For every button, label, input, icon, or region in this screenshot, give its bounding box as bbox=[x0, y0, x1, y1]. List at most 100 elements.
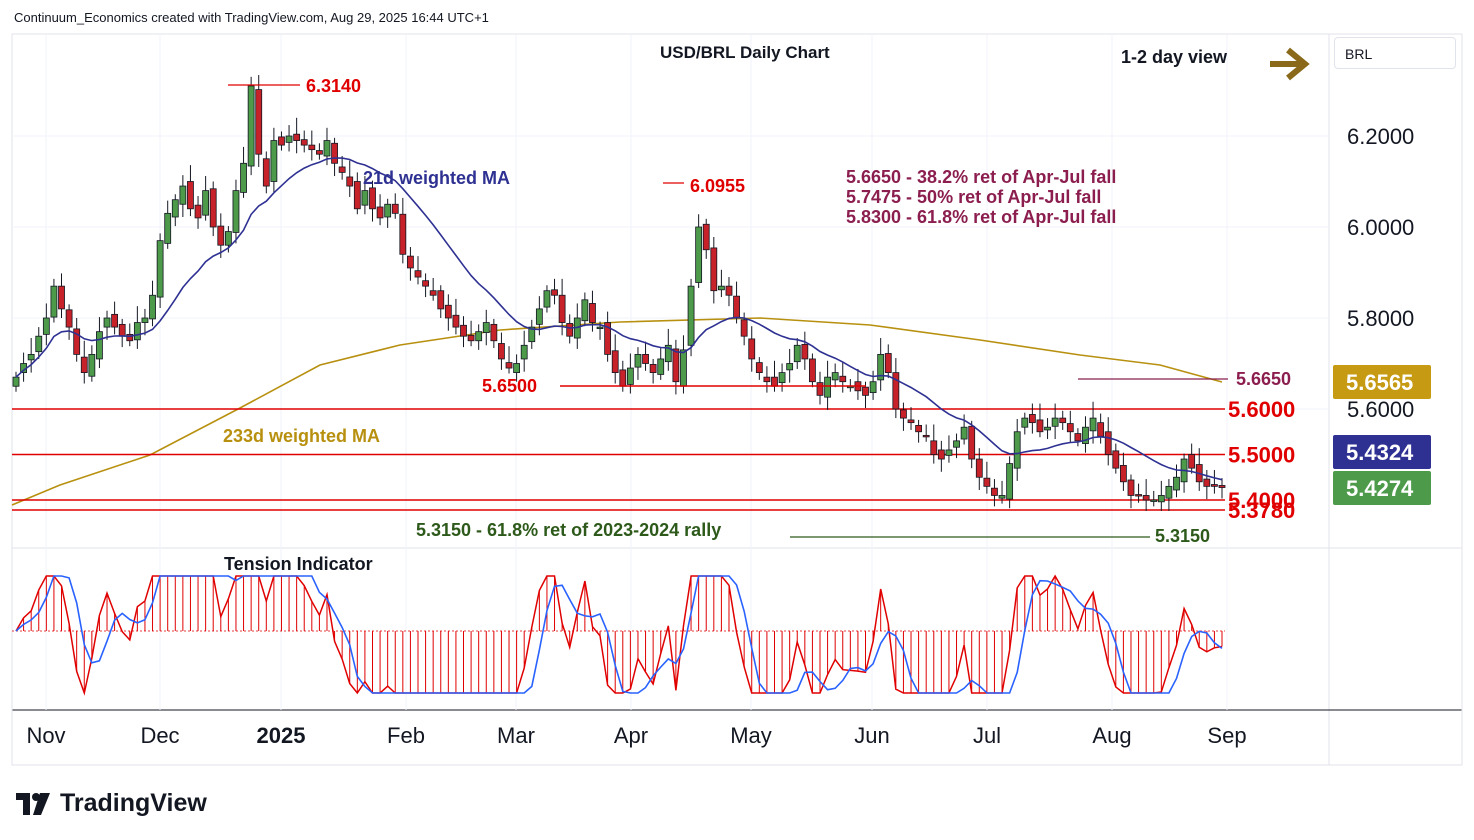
ma233-label: 233d weighted MA bbox=[223, 426, 380, 446]
candle bbox=[877, 353, 885, 381]
candle bbox=[748, 338, 756, 360]
candle bbox=[733, 295, 740, 319]
candle bbox=[710, 247, 718, 292]
candle bbox=[900, 409, 907, 419]
candle bbox=[740, 319, 748, 337]
candle bbox=[551, 289, 558, 296]
ret-level-2: 5.7475 - 50% ret of Apr-Jul fall bbox=[846, 187, 1101, 207]
candle bbox=[922, 434, 930, 438]
candle bbox=[1028, 414, 1036, 424]
candle bbox=[270, 140, 278, 182]
ret-level-3: 5.8300 - 61.8% ret of Apr-Jul fall bbox=[846, 207, 1116, 227]
candle bbox=[414, 270, 422, 278]
view-label: 1-2 day view bbox=[1121, 47, 1228, 67]
chart-title: USD/BRL Daily Chart bbox=[660, 43, 830, 62]
candle bbox=[680, 349, 687, 387]
level-5315-label: 5.3150 bbox=[1155, 526, 1210, 546]
candle bbox=[983, 477, 991, 487]
candle bbox=[391, 203, 399, 214]
candle bbox=[187, 181, 194, 210]
price-tags: 5.6565 5.4324 5.4274 bbox=[1333, 365, 1431, 505]
candle bbox=[1173, 476, 1180, 491]
candle bbox=[156, 240, 164, 298]
candle bbox=[991, 487, 998, 496]
candle bbox=[695, 226, 703, 283]
candle bbox=[1211, 484, 1218, 487]
candle bbox=[915, 424, 923, 433]
high-6314-label: 6.3140 bbox=[306, 76, 361, 96]
x-tick-label: Feb bbox=[387, 723, 425, 748]
candle bbox=[535, 308, 543, 325]
right-arrow-icon bbox=[1270, 47, 1310, 81]
candle bbox=[80, 356, 88, 374]
candle bbox=[626, 367, 634, 385]
candle bbox=[209, 188, 217, 228]
candle bbox=[490, 323, 498, 342]
brand-name: TradingView bbox=[60, 789, 207, 817]
level-565-label: 5.6500 bbox=[482, 376, 537, 396]
candle bbox=[717, 285, 725, 291]
chart-frame bbox=[11, 33, 1463, 766]
candle bbox=[998, 495, 1006, 499]
candle bbox=[202, 190, 210, 216]
candle bbox=[634, 353, 642, 368]
candle bbox=[581, 299, 589, 322]
candle bbox=[1188, 454, 1196, 469]
candle bbox=[801, 343, 809, 360]
candle bbox=[331, 142, 338, 164]
tradingview-icon bbox=[16, 792, 52, 815]
candle bbox=[12, 376, 20, 387]
x-tick-label: May bbox=[730, 723, 772, 748]
symbol-selector[interactable]: BRL bbox=[1334, 37, 1456, 69]
x-tick-label: Mar bbox=[497, 723, 535, 748]
ma233-line bbox=[11, 317, 1223, 506]
level-label: 5.6000 bbox=[1228, 397, 1295, 422]
candle bbox=[346, 176, 354, 187]
candle bbox=[247, 85, 255, 167]
level-label: 5.5000 bbox=[1228, 443, 1295, 468]
ma21-line bbox=[15, 157, 1223, 481]
candle bbox=[1203, 478, 1211, 487]
candle bbox=[224, 231, 232, 246]
candle bbox=[657, 358, 665, 375]
candle bbox=[1006, 463, 1014, 500]
candle bbox=[437, 290, 445, 310]
y-tick-label: 5.8000 bbox=[1347, 306, 1414, 331]
candle bbox=[778, 372, 786, 384]
candle bbox=[687, 285, 695, 346]
candle bbox=[930, 440, 938, 455]
candle bbox=[528, 326, 536, 343]
candle bbox=[118, 323, 126, 337]
candle bbox=[42, 317, 50, 335]
candle bbox=[262, 158, 270, 187]
candle bbox=[937, 449, 945, 460]
candle bbox=[300, 139, 308, 146]
price-tag bbox=[1333, 435, 1431, 469]
y-tick-label: 5.6000 bbox=[1347, 397, 1414, 422]
candle bbox=[672, 348, 680, 383]
candle bbox=[839, 375, 847, 383]
tension-signal-line bbox=[15, 575, 1223, 694]
candle bbox=[475, 331, 483, 342]
x-tick-label: Aug bbox=[1092, 723, 1131, 748]
candle bbox=[278, 136, 285, 146]
candle bbox=[642, 353, 649, 364]
candle bbox=[1127, 479, 1135, 496]
candle bbox=[1165, 485, 1173, 499]
ma21-path bbox=[15, 157, 1223, 481]
candle bbox=[566, 323, 574, 337]
candle bbox=[285, 135, 293, 143]
candle bbox=[1044, 426, 1051, 431]
candle bbox=[702, 223, 710, 251]
candle bbox=[809, 358, 816, 383]
candle bbox=[58, 285, 65, 310]
candle bbox=[1059, 417, 1067, 424]
candle bbox=[611, 350, 619, 374]
high-6095-label: 6.0955 bbox=[690, 176, 745, 196]
candle bbox=[975, 458, 983, 478]
candle bbox=[194, 204, 202, 219]
x-tick-label: Sep bbox=[1207, 723, 1246, 748]
candle bbox=[907, 419, 915, 424]
